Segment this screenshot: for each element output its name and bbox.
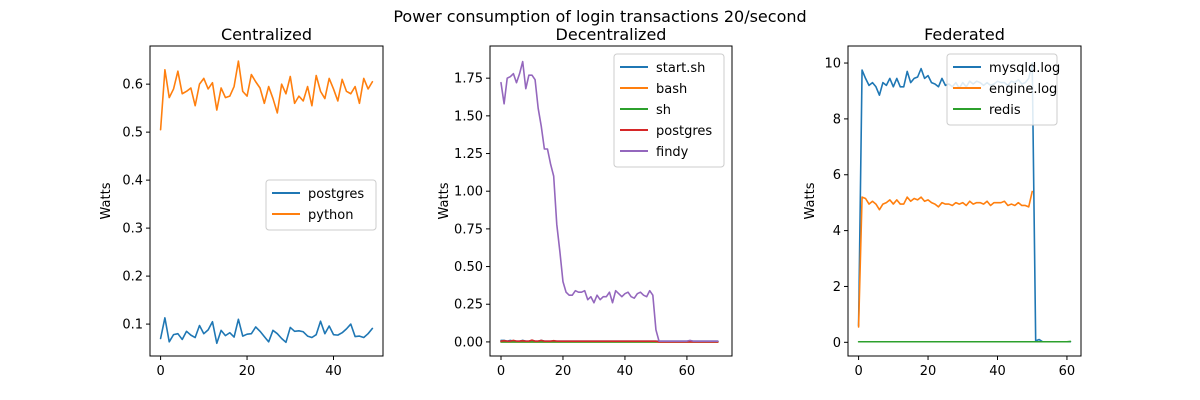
y-tick-label: 0.3 bbox=[122, 222, 143, 237]
x-tick-label: 20 bbox=[239, 364, 256, 379]
y-tick-label: 4 bbox=[833, 224, 841, 239]
x-tick-label: 0 bbox=[156, 364, 164, 379]
panel-title: Federated bbox=[924, 25, 1005, 44]
y-tick-label: 10 bbox=[824, 57, 841, 72]
legend-label: mysqld.log bbox=[989, 61, 1060, 76]
legend: mysqld.log engine.log redis bbox=[946, 53, 1060, 126]
x-tick-label: 40 bbox=[617, 364, 634, 379]
panel-decentralized: Decentralized 0 20 40 60 0.00 0.25 0.50 0.75 1.00… bbox=[437, 25, 733, 379]
y-tick-label: 0.2 bbox=[122, 270, 143, 285]
y-tick-label: 1.75 bbox=[454, 72, 483, 87]
series-line-postgres bbox=[159, 317, 374, 345]
y-tick-label: 1.00 bbox=[454, 185, 483, 200]
legend-label: redis bbox=[989, 103, 1021, 118]
y-tick-label: 2 bbox=[833, 280, 841, 295]
x-tick-label: 60 bbox=[1059, 364, 1076, 379]
y-axis-label: Watts bbox=[803, 182, 818, 219]
x-tick-label: 40 bbox=[325, 364, 342, 379]
x-tick-label: 20 bbox=[920, 364, 937, 379]
axes-frame bbox=[149, 45, 384, 357]
y-tick-label: 0.1 bbox=[122, 318, 143, 333]
y-tick-label: 8 bbox=[833, 112, 841, 127]
y-tick-label: 0.50 bbox=[454, 260, 483, 275]
series-group bbox=[159, 60, 374, 345]
x-tick-label: 40 bbox=[989, 364, 1006, 379]
legend-frame bbox=[946, 53, 1058, 126]
legend-label: findy bbox=[656, 145, 689, 160]
y-tick-label: 0.75 bbox=[454, 222, 483, 237]
legend-label: python bbox=[308, 208, 353, 223]
y-tick-label: 1.25 bbox=[454, 147, 483, 162]
y-axis-label: Watts bbox=[437, 182, 452, 219]
legend-label: start.sh bbox=[656, 61, 705, 76]
axes-frame bbox=[489, 45, 733, 357]
panel-title: Decentralized bbox=[556, 25, 667, 44]
y-tick-label: 0.25 bbox=[454, 298, 483, 313]
figure-suptitle: Power consumption of login transactions … bbox=[393, 7, 806, 26]
legend: postgres python bbox=[265, 179, 377, 231]
x-tick-label: 20 bbox=[555, 364, 572, 379]
legend-label: sh bbox=[656, 103, 671, 118]
series-line-findy bbox=[500, 60, 719, 342]
legend-frame bbox=[613, 53, 725, 168]
legend-label: bash bbox=[656, 82, 687, 97]
y-tick-label: 0.5 bbox=[122, 126, 143, 141]
y-tick-label: 0.6 bbox=[122, 78, 143, 93]
y-tick-label: 0.00 bbox=[454, 335, 483, 350]
panel-title: Centralized bbox=[221, 25, 312, 44]
y-tick-label: 0.4 bbox=[122, 174, 143, 189]
y-tick-label: 0 bbox=[833, 336, 841, 351]
axes-frame bbox=[847, 45, 1082, 357]
series-line-python bbox=[159, 60, 374, 131]
x-tick-label: 0 bbox=[497, 364, 505, 379]
series-line-engine-log bbox=[857, 190, 1034, 328]
panel-centralized: Centralized 0 20 40 0.1 0.2 0.3 0.4 0.5 0.6 Watts p… bbox=[99, 25, 384, 379]
legend-label: engine.log bbox=[989, 82, 1057, 97]
series-group bbox=[500, 60, 719, 343]
legend: start.sh bash sh postgres findy bbox=[613, 53, 725, 168]
x-tick-label: 60 bbox=[679, 364, 696, 379]
x-tick-label: 0 bbox=[854, 364, 862, 379]
y-tick-label: 6 bbox=[833, 168, 841, 183]
y-axis-label: Watts bbox=[99, 182, 114, 219]
y-tick-label: 1.50 bbox=[454, 109, 483, 124]
legend-label: postgres bbox=[656, 124, 712, 139]
legend-label: postgres bbox=[308, 187, 364, 202]
panel-federated: Federated 0 20 40 60 0 2 4 6 8 10 Watts mysqld.log en… bbox=[803, 25, 1082, 379]
